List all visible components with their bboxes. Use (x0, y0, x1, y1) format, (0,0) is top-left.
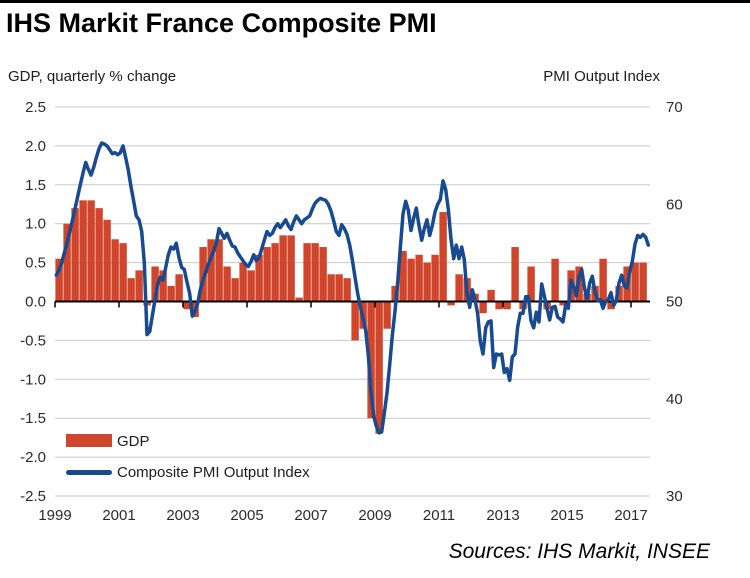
gdp-bar (295, 297, 303, 302)
top-border (0, 0, 750, 3)
gdp-bar (551, 258, 559, 302)
x-tick-label: 2011 (423, 507, 455, 524)
gdp-bar (247, 270, 255, 302)
gdp-bar (423, 262, 431, 302)
gdp-bar (127, 278, 135, 302)
gdp-bar (183, 301, 191, 310)
x-tick-label: 2015 (550, 507, 583, 524)
gdp-bar (351, 301, 359, 341)
gdp-bar (279, 235, 287, 302)
gdp-bar (111, 239, 119, 302)
gdp-bar (495, 301, 503, 310)
source-note: Sources: IHS Markit, INSEE (448, 540, 710, 563)
x-tick-label: 2017 (614, 507, 647, 524)
gdp-bar (599, 258, 607, 302)
gdp-bar (375, 301, 383, 434)
left-axis-tick-label: -2.0 (20, 449, 46, 466)
gdp-legend-label: GDP (117, 433, 150, 450)
gdp-bar (231, 278, 239, 302)
gdp-bar (239, 262, 247, 302)
left-axis-tick-label: -1.0 (20, 371, 46, 388)
gdp-bar (415, 254, 423, 302)
gdp-bar (383, 301, 391, 329)
gdp-bar (63, 223, 71, 302)
x-tick-label: 2007 (294, 507, 327, 524)
gdp-bar (287, 235, 295, 302)
gdp-bar (135, 270, 143, 302)
gdp-bar (399, 250, 407, 302)
gdp-bar (271, 243, 279, 302)
gdp-bar (159, 270, 167, 302)
gdp-bar (119, 243, 127, 302)
x-tick-label: 2001 (102, 507, 135, 524)
gdp-bar (367, 301, 375, 419)
gdp-bar (559, 301, 567, 306)
gdp-bar (87, 200, 95, 302)
gdp-bar (503, 301, 511, 310)
right-axis-tick-label: 40 (666, 391, 683, 408)
gdp-bar (639, 262, 647, 302)
gdp-bar (103, 219, 111, 302)
right-axis-tick-label: 70 (666, 99, 683, 116)
gdp-bar (631, 262, 639, 302)
right-axis-tick-label: 30 (666, 488, 683, 505)
gdp-bar (487, 289, 495, 302)
gdp-bar (327, 274, 335, 302)
gdp-bar (95, 208, 103, 302)
gdp-bar (151, 266, 159, 302)
gdp-bar (431, 254, 439, 302)
gdp-bar (207, 239, 215, 302)
gdp-bar (511, 247, 519, 302)
x-tick-label: 2005 (230, 507, 263, 524)
left-axis-tick-label: 1.5 (25, 177, 46, 194)
gdp-bar (71, 208, 79, 302)
gdp-bar (199, 247, 207, 302)
left-axis-tick-label: 2.5 (25, 99, 46, 116)
gdp-bar (335, 274, 343, 302)
left-axis-header: GDP, quarterly % change (8, 68, 177, 85)
gdp-bar (607, 301, 615, 310)
pmi-legend-label: Composite PMI Output Index (117, 464, 310, 481)
gdp-bar (343, 278, 351, 302)
gdp-bar (55, 258, 63, 302)
right-axis-tick-label: 60 (666, 196, 683, 213)
gdp-bar (527, 266, 535, 302)
chart-title: IHS Markit France Composite PMI (6, 8, 437, 38)
left-axis-tick-label: 0.0 (25, 294, 46, 311)
x-tick-label: 1999 (38, 507, 71, 524)
gdp-bar (455, 274, 463, 302)
gdp-bar (303, 243, 311, 302)
left-axis-tick-label: -1.5 (20, 410, 46, 427)
gdp-bar (175, 274, 183, 302)
left-axis-tick-label: 1.0 (25, 216, 46, 233)
gdp-bar (263, 247, 271, 302)
x-tick-label: 2013 (486, 507, 519, 524)
x-tick-label: 2003 (166, 507, 199, 524)
gdp-bar (79, 200, 87, 302)
gdp-bar (479, 301, 487, 314)
right-axis-tick-label: 50 (666, 294, 683, 311)
left-axis-tick-label: -0.5 (20, 332, 46, 349)
gdp-bar (439, 212, 447, 302)
gdp-bar (167, 285, 175, 302)
gdp-bar (255, 254, 263, 302)
gdp-bar (311, 243, 319, 302)
gdp-bar (407, 258, 415, 302)
left-axis-tick-label: 0.5 (25, 255, 46, 272)
left-axis-tick-label: 2.0 (25, 138, 46, 155)
pmi-legend-swatch (66, 470, 112, 475)
gdp-bar (223, 266, 231, 302)
x-tick-label: 2009 (358, 507, 391, 524)
gdp-bar (447, 301, 455, 306)
right-axis-header: PMI Output Index (543, 68, 660, 85)
left-axis-tick-label: -2.5 (20, 488, 46, 505)
gdp-bar (319, 247, 327, 302)
gdp-legend-swatch (66, 434, 112, 447)
gdp-bar (215, 239, 223, 302)
pmi-line (54, 141, 651, 435)
